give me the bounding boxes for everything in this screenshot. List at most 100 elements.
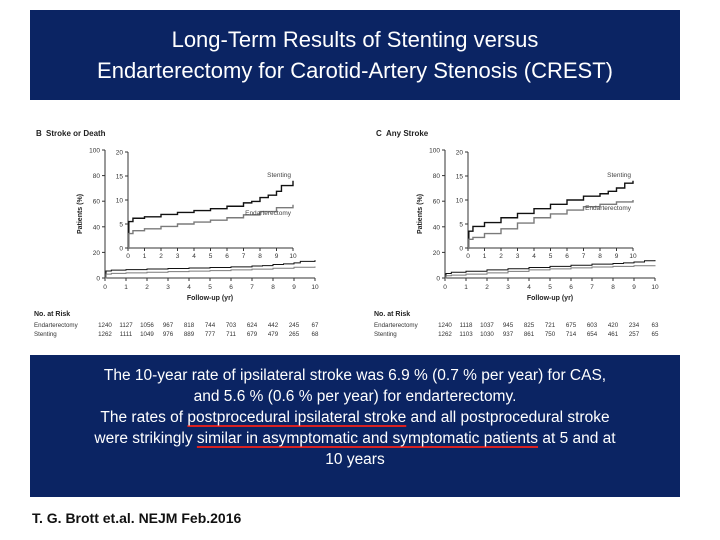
chart-b-risk-row-name: Endarterectomy (34, 322, 79, 329)
chart-c-inset-xtick-label: 5 (549, 253, 553, 260)
chart-c-xtick-label: 2 (485, 284, 489, 291)
chart-b-inset-xtick-label: 10 (289, 253, 297, 260)
chart-c-main-line-stenting (445, 260, 656, 279)
chart-b-xtick-label: 0 (103, 284, 107, 291)
chart-c-risk-cell: 1030 (480, 331, 494, 338)
chart-c-series-label-endarterectomy: Endarterectomy (585, 205, 632, 212)
summary-line-1: The 10-year rate of ipsilateral stroke w… (103, 367, 607, 384)
chart-c-ylabel: Patients (%) (417, 194, 424, 234)
chart-c-ytick-label: 0 (436, 276, 440, 283)
summary-line-4: were strikingly similar in asymptomatic … (30, 428, 680, 449)
chart-c-risk-cell: 1240 (438, 322, 452, 329)
chart-c-xtick-label: 4 (527, 284, 531, 291)
chart-c-ytick-label: 100 (429, 148, 440, 155)
chart-c-inset-ytick-label: 20 (456, 150, 464, 157)
chart-b-ytick-label: 0 (96, 276, 100, 283)
chart-c-inset-xtick-label: 8 (598, 253, 602, 260)
chart-b-ytick-label: 20 (93, 250, 101, 257)
chart-c-xtick-label: 7 (590, 284, 594, 291)
chart-b-risk-heading: No. at Risk (34, 311, 70, 318)
chart-c-risk-cell: 654 (587, 331, 598, 338)
chart-b-risk-cell: 442 (268, 322, 279, 329)
chart-c-risk-row-name: Endarterectomy (374, 322, 419, 329)
chart-b-panel-letter: B (36, 129, 42, 138)
chart-c-risk-cell: 861 (524, 331, 535, 338)
chart-c-inset-xtick-label: 3 (516, 253, 520, 260)
chart-b-risk-cell: 889 (184, 331, 195, 338)
chart-c-inset-ytick-label: 0 (459, 246, 463, 253)
chart-b-risk-cell: 711 (226, 331, 236, 338)
chart-c-inset-xtick-label: 2 (499, 253, 503, 260)
chart-b-risk-cell: 679 (247, 331, 258, 338)
summary-line-4-post: at 5 and at (538, 430, 616, 447)
chart-b-risk-cell: 818 (184, 322, 195, 329)
chart-b-risk-cell: 967 (163, 322, 174, 329)
chart-c-inset-xtick-label: 9 (615, 253, 619, 260)
chart-b-series-label-endarterectomy: Endarterectomy (245, 210, 292, 217)
chart-b-xtick-label: 9 (292, 284, 296, 291)
chart-c-inset-xtick-label: 4 (532, 253, 536, 260)
chart-b-risk-cell: 1127 (119, 322, 133, 329)
chart-b-risk-cell: 67 (312, 322, 319, 329)
summary-line-4-pre: were strikingly (94, 430, 197, 447)
chart-b-risk-cell: 976 (163, 331, 174, 338)
chart-b-risk-cell: 624 (247, 322, 258, 329)
chart-b-xtick-label: 8 (271, 284, 275, 291)
chart-b-xtick-label: 2 (145, 284, 149, 291)
chart-b-risk-cell: 744 (205, 322, 216, 329)
chart-b-inset-ytick-label: 5 (119, 222, 123, 229)
chart-b-risk-cell: 1262 (98, 331, 112, 338)
chart-b-risk-cell: 68 (312, 331, 319, 338)
chart-c-risk-cell: 420 (608, 322, 619, 329)
chart-c-inset-xtick-label: 7 (582, 253, 586, 260)
title-line-2: Endarterectomy for Carotid-Artery Stenos… (97, 58, 613, 83)
chart-c-risk-cell: 461 (608, 331, 619, 338)
chart-c-inset-ytick-label: 5 (459, 222, 463, 229)
chart-b-risk-cell: 245 (289, 322, 300, 329)
chart-b-inset-bg (128, 152, 293, 248)
title-line-1: Long-Term Results of Stenting versus (171, 27, 539, 52)
chart-c-inset-xtick-label: 1 (483, 253, 487, 260)
chart-b-inset-xtick-label: 8 (258, 253, 262, 260)
chart-b-risk-cell: 265 (289, 331, 300, 338)
chart-c-risk-cell: 65 (652, 331, 659, 338)
chart-c-panel-letter: C (376, 129, 382, 138)
chart-c-risk-cell: 63 (652, 322, 659, 329)
chart-c-xtick-label: 1 (464, 284, 468, 291)
chart-b-ytick-label: 40 (93, 224, 101, 231)
chart-c-xlabel: Follow-up (yr) (527, 295, 573, 302)
chart-c-risk-cell: 1103 (459, 331, 473, 338)
chart-b-risk-cell: 1111 (120, 331, 133, 338)
chart-c-xtick-label: 0 (443, 284, 447, 291)
summary-line-5: 10 years (325, 451, 385, 468)
chart-b-inset-xtick-label: 0 (126, 253, 130, 260)
summary-box: The 10-year rate of ipsilateral stroke w… (30, 355, 680, 497)
chart-c-risk-cell: 1118 (460, 322, 473, 329)
chart-c-ytick-label: 60 (433, 199, 441, 206)
chart-b-xtick-label: 10 (311, 284, 319, 291)
chart-b-risk-cell: 1056 (140, 322, 154, 329)
chart-c-xtick-label: 6 (569, 284, 573, 291)
summary-line-2: and 5.6 % (0.6 % per year) for endartere… (193, 388, 517, 405)
chart-b-xlabel: Follow-up (yr) (187, 295, 233, 302)
summary-line-3-post: and all postprocedural stroke (406, 409, 610, 426)
chart-b-inset-xtick-label: 2 (159, 253, 163, 260)
chart-c-risk-row-name: Stenting (374, 331, 397, 338)
chart-c-risk-cell: 721 (545, 322, 556, 329)
chart-b-inset-xtick-label: 6 (225, 253, 229, 260)
chart-c-inset-xtick-label: 6 (565, 253, 569, 260)
chart-b-inset-xtick-label: 3 (176, 253, 180, 260)
chart-c-risk-cell: 945 (503, 322, 514, 329)
chart-b-risk-cell: 1049 (140, 331, 154, 338)
chart-c-inset-ytick-label: 10 (456, 198, 464, 205)
summary-line-3: The rates of postprocedural ipsilateral … (30, 407, 680, 428)
chart-b-xtick-label: 6 (229, 284, 233, 291)
chart-c-inset-line-stenting (468, 180, 634, 249)
chart-b-ytick-label: 100 (89, 148, 100, 155)
chart-c-xtick-label: 9 (632, 284, 636, 291)
chart-b-inset-xtick-label: 4 (192, 253, 196, 260)
chart-b-risk-row-name: Stenting (34, 331, 57, 338)
chart-c-risk-heading: No. at Risk (374, 311, 410, 318)
chart-b-inset-line-stenting (128, 180, 294, 249)
chart-c-ytick-label: 20 (433, 250, 441, 257)
